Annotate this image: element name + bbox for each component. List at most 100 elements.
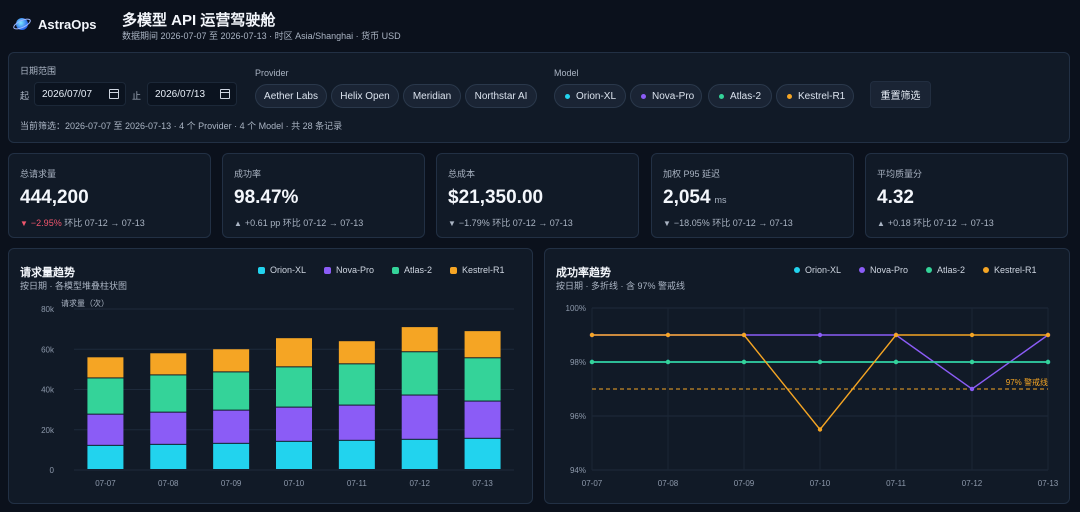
- kpi-value: 2,054 ms: [663, 187, 727, 208]
- kpi-label: 加权 P95 延迟: [663, 169, 721, 179]
- data-point: [741, 359, 747, 365]
- bar-segment: [213, 349, 250, 372]
- kpi-delta: ▲ +0.61 pp 环比 07-12 → 07-13: [234, 218, 364, 228]
- model-chip-label: Atlas-2: [730, 90, 762, 102]
- filter-summary: 当前筛选：2026-07-07 至 2026-07-13 · 4 个 Provi…: [20, 121, 343, 131]
- chart-legend: Orion-XL Nova-Pro Atlas-2 Kestrel-R1: [794, 265, 1037, 275]
- bar-segment: [464, 438, 501, 469]
- provider-chip-meridian[interactable]: Meridian: [403, 84, 461, 108]
- orion-xl-dot-icon: [565, 93, 570, 99]
- data-point: [817, 332, 823, 338]
- y-tick-label: 100%: [566, 304, 586, 313]
- provider-chip-northstar-ai[interactable]: Northstar AI: [465, 84, 537, 108]
- kpi-label: 总成本: [448, 169, 476, 179]
- model-chip-label: Orion-XL: [576, 90, 617, 102]
- calendar-icon[interactable]: [109, 89, 119, 99]
- x-tick-label: 07-12: [962, 479, 983, 488]
- bar-segment: [464, 331, 501, 358]
- model-label: Model: [554, 68, 579, 78]
- trend-up-icon: ▲: [234, 219, 242, 228]
- legend-item-nova-pro[interactable]: Nova-Pro: [324, 265, 374, 275]
- legend-item-atlas-2[interactable]: Atlas-2: [926, 265, 965, 275]
- bar-segment: [276, 367, 312, 407]
- app-logo[interactable]: AstraOps: [12, 14, 97, 34]
- x-tick-label: 07-08: [158, 479, 179, 488]
- data-point: [969, 332, 975, 338]
- x-tick-label: 07-11: [347, 479, 367, 488]
- data-point: [893, 332, 899, 338]
- kpi-label: 成功率: [234, 169, 262, 179]
- data-point: [969, 386, 975, 392]
- data-point: [589, 332, 595, 338]
- data-point: [817, 359, 823, 365]
- bar-segment: [213, 372, 250, 410]
- bar-segment: [150, 412, 187, 444]
- chart-title: 请求量趋势: [20, 267, 75, 279]
- bar-segment: [401, 395, 438, 439]
- bar-segment: [150, 444, 187, 469]
- bar-segment: [213, 443, 250, 469]
- x-tick-label: 07-13: [472, 479, 493, 488]
- kpi-card-success-rate: 成功率 98.47% ▲ +0.61 pp 环比 07-12 → 07-13: [222, 153, 425, 238]
- bar-segment: [464, 401, 501, 438]
- x-tick-label: 07-08: [658, 479, 679, 488]
- data-point: [665, 332, 671, 338]
- data-point: [893, 359, 899, 365]
- kpi-card-total-cost: 总成本 $21,350.00 ▼ −1.79% 环比 07-12 → 07-13: [436, 153, 639, 238]
- model-chip-kestrel-r1[interactable]: Kestrel-R1: [776, 84, 854, 108]
- chart-title: 成功率趋势: [556, 267, 611, 279]
- x-tick-label: 07-09: [221, 479, 242, 488]
- provider-chip-aether-labs[interactable]: Aether Labs: [255, 84, 327, 108]
- kpi-label: 平均质量分: [877, 169, 923, 179]
- bar-segment: [338, 341, 375, 364]
- bar-segment: [150, 375, 187, 412]
- model-chip-label: Nova-Pro: [652, 90, 695, 102]
- legend-item-atlas-2[interactable]: Atlas-2: [392, 265, 432, 275]
- kpi-value: 98.47%: [234, 187, 299, 208]
- legend-item-kestrel-r1[interactable]: Kestrel-R1: [983, 265, 1037, 275]
- model-chip-atlas-2[interactable]: Atlas-2: [708, 84, 772, 108]
- model-chip-nova-pro[interactable]: Nova-Pro: [630, 84, 702, 108]
- kpi-card-total-requests: 总请求量 444,200 ▼ −2.95% 环比 07-12 → 07-13: [8, 153, 211, 238]
- success-line-chart: 94% 96% 98% 100% 07-07 07-08 07-09 07-10 07-11 07…: [566, 304, 1059, 488]
- trend-up-icon: ▲: [877, 219, 885, 228]
- x-tick-label: 07-12: [409, 479, 430, 488]
- y-tick-label: 40k: [41, 386, 55, 395]
- y-tick-label: 80k: [41, 305, 55, 314]
- bar-segment: [276, 441, 312, 469]
- legend-item-kestrel-r1[interactable]: Kestrel-R1: [450, 265, 505, 275]
- provider-label: Provider: [255, 68, 289, 78]
- x-tick-label: 07-07: [582, 479, 603, 488]
- kpi-value: $21,350.00: [448, 187, 544, 208]
- page-subtitle: 数据期间 2026-07-07 至 2026-07-13 · 时区 Asia/S…: [122, 31, 401, 41]
- kpi-label: 总请求量: [20, 169, 57, 179]
- kpi-card-p95-latency: 加权 P95 延迟 2,054 ms ▼ −18.05% 环比 07-12 → 07…: [651, 153, 854, 238]
- legend-item-orion-xl[interactable]: Orion-XL: [258, 265, 306, 275]
- requests-bar-chart: 0 20k 40k 60k 80k 请求量（次） 07-07 07-08 07-09 07-10 0…: [41, 298, 514, 488]
- kpi-value: 4.32: [877, 187, 914, 208]
- chart-subtitle: 按日期 · 各模型堆叠柱状图: [20, 281, 127, 291]
- legend-item-orion-xl[interactable]: Orion-XL: [794, 265, 841, 275]
- data-point: [969, 359, 975, 365]
- kpi-card-quality-score: 平均质量分 4.32 ▲ +0.18 环比 07-12 → 07-13: [865, 153, 1068, 238]
- date-from-input[interactable]: 2026/07/07: [34, 82, 126, 106]
- atlas-2-dot-icon: [719, 93, 724, 99]
- bar-segment: [213, 410, 250, 443]
- calendar-icon[interactable]: [220, 89, 230, 99]
- legend-item-nova-pro[interactable]: Nova-Pro: [859, 265, 908, 275]
- data-point: [741, 332, 747, 338]
- trend-down-icon: ▼: [448, 219, 456, 228]
- nova-pro-dot-icon: [641, 93, 646, 99]
- data-point: [1045, 359, 1051, 365]
- date-to-input[interactable]: 2026/07/13: [147, 82, 237, 106]
- provider-chip-helix-open[interactable]: Helix Open: [331, 84, 399, 108]
- date-from-value: 2026/07/07: [42, 88, 93, 100]
- y-tick-label: 96%: [570, 412, 586, 421]
- app-header: AstraOps 多模型 API 运营驾驶舱 数据期间 2026-07-07 至…: [0, 0, 1080, 48]
- y-tick-label: 98%: [570, 358, 586, 367]
- reset-filters-button[interactable]: 重置筛选: [870, 81, 931, 108]
- kpi-value: 444,200: [20, 187, 89, 208]
- threshold-label: 97% 警戒线: [1006, 377, 1048, 387]
- model-chip-orion-xl[interactable]: Orion-XL: [554, 84, 626, 108]
- orbit-logo-icon: [13, 18, 31, 30]
